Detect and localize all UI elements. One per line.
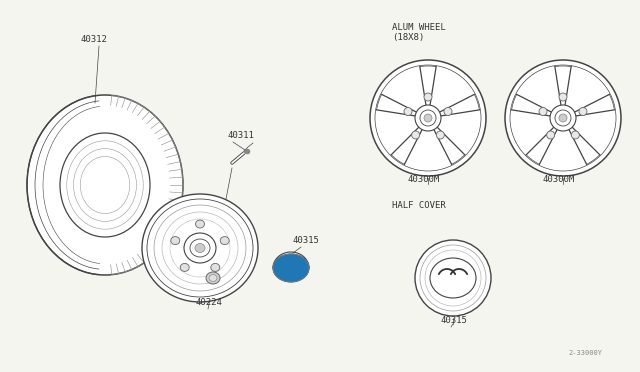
Text: 40315: 40315 (441, 316, 468, 325)
Ellipse shape (171, 237, 180, 244)
Text: (18X8): (18X8) (392, 33, 424, 42)
Ellipse shape (375, 65, 481, 171)
Ellipse shape (415, 240, 491, 316)
Text: 40224: 40224 (196, 298, 223, 307)
Text: ALUM WHEEL: ALUM WHEEL (392, 23, 445, 32)
Ellipse shape (195, 220, 205, 228)
Ellipse shape (142, 194, 258, 302)
Ellipse shape (147, 199, 253, 297)
Ellipse shape (184, 233, 216, 263)
Ellipse shape (539, 108, 547, 116)
Ellipse shape (180, 263, 189, 272)
Ellipse shape (420, 110, 436, 126)
Ellipse shape (67, 141, 143, 229)
Ellipse shape (510, 65, 616, 171)
Ellipse shape (579, 108, 587, 116)
Text: 40300M: 40300M (408, 175, 440, 184)
Ellipse shape (559, 114, 567, 122)
Ellipse shape (195, 244, 205, 253)
Ellipse shape (555, 110, 571, 126)
Text: 40300M: 40300M (543, 175, 575, 184)
Ellipse shape (424, 114, 432, 122)
Ellipse shape (74, 148, 136, 221)
Ellipse shape (572, 131, 579, 139)
Ellipse shape (420, 245, 486, 311)
Ellipse shape (170, 219, 230, 277)
Ellipse shape (425, 250, 481, 306)
Text: 40315: 40315 (293, 236, 320, 245)
Text: 40312: 40312 (80, 35, 107, 44)
Ellipse shape (27, 95, 183, 275)
Ellipse shape (206, 272, 220, 284)
Ellipse shape (154, 205, 246, 291)
Ellipse shape (550, 105, 576, 131)
Text: 2-33000Y: 2-33000Y (568, 350, 602, 356)
Ellipse shape (60, 133, 150, 237)
Text: 40311: 40311 (228, 131, 255, 140)
Ellipse shape (273, 254, 309, 282)
Ellipse shape (415, 105, 441, 131)
Ellipse shape (404, 108, 412, 116)
Ellipse shape (209, 275, 217, 282)
Ellipse shape (220, 237, 229, 244)
Ellipse shape (211, 263, 220, 272)
Text: HALF COVER: HALF COVER (392, 201, 445, 210)
Ellipse shape (162, 212, 238, 284)
Ellipse shape (273, 254, 309, 282)
Ellipse shape (430, 258, 476, 298)
Ellipse shape (436, 131, 444, 139)
Ellipse shape (412, 131, 420, 139)
Ellipse shape (505, 60, 621, 176)
Ellipse shape (190, 239, 210, 257)
Ellipse shape (424, 93, 432, 101)
Ellipse shape (80, 156, 130, 214)
Ellipse shape (559, 93, 567, 101)
Ellipse shape (547, 131, 555, 139)
Ellipse shape (370, 60, 486, 176)
Ellipse shape (444, 108, 452, 116)
